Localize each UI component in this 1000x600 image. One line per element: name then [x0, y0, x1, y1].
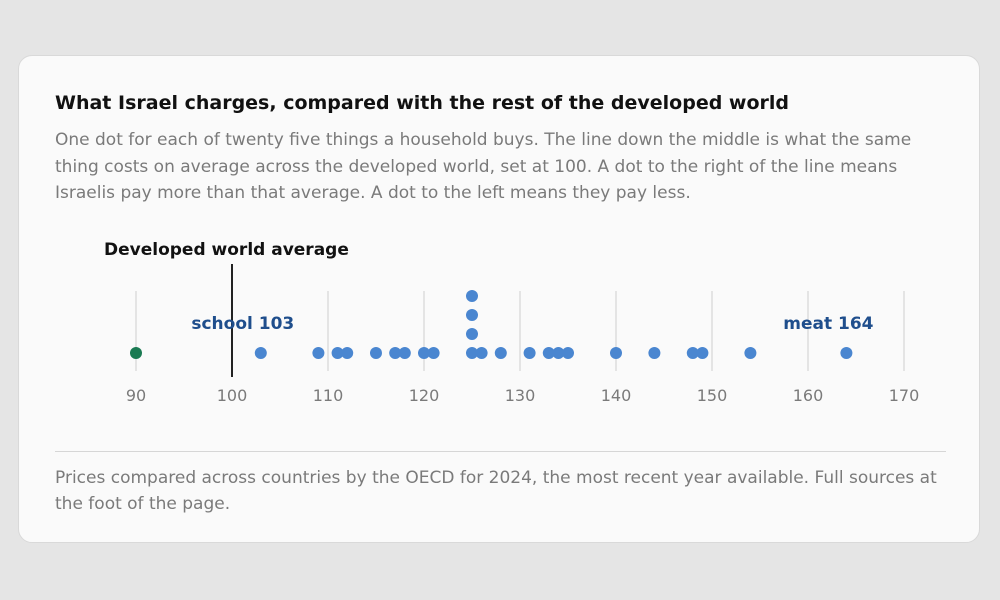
x-tick-label: 110: [313, 386, 344, 405]
data-dot: [418, 347, 430, 359]
data-dot: [466, 328, 478, 340]
data-dot: [254, 347, 267, 359]
x-tick-label: 150: [697, 386, 728, 405]
data-dot: [466, 309, 478, 321]
chart-subtitle: One dot for each of twenty five things a…: [55, 130, 912, 203]
source-note: Prices compared across countries by the …: [55, 468, 937, 514]
data-dot: [523, 347, 536, 359]
x-tick-label: 130: [505, 386, 536, 405]
x-axis-ticks: 90 100 110 120 130 140 150 160 170: [126, 386, 919, 405]
x-tick-label: 120: [409, 386, 440, 405]
data-dot: [341, 347, 354, 359]
data-dot: [552, 347, 565, 359]
chart-card: What Israel charges, compared with the r…: [18, 55, 980, 543]
data-dot: [312, 347, 325, 359]
dots: [130, 290, 853, 359]
data-dot: [542, 347, 555, 359]
data-dot: [494, 347, 507, 359]
divider: [55, 451, 946, 452]
dot-plot: Developed world average school 103 meat 1…: [104, 240, 919, 405]
data-dot: [686, 347, 699, 359]
data-dot: [648, 347, 661, 359]
x-tick-label: 160: [793, 386, 824, 405]
data-dot: [466, 290, 478, 302]
data-dot: [562, 347, 574, 359]
data-dot: [427, 347, 440, 359]
data-dot: [130, 347, 142, 359]
data-dot: [398, 347, 411, 359]
annotations: school 103 meat 164: [191, 314, 873, 334]
average-line-label: Developed world average: [104, 240, 349, 260]
x-tick-label: 170: [889, 386, 920, 405]
data-dot: [466, 347, 478, 359]
x-tick-label: 140: [601, 386, 632, 405]
x-tick-label: 90: [126, 386, 146, 405]
dot-annotation: meat 164: [783, 314, 873, 334]
data-dot: [744, 347, 757, 359]
data-dot: [389, 347, 402, 359]
data-dot: [840, 347, 853, 359]
data-dot: [475, 347, 488, 359]
data-dot: [331, 347, 344, 359]
dot-annotation: school 103: [191, 314, 294, 334]
x-tick-label: 100: [217, 386, 248, 405]
chart-title: What Israel charges, compared with the r…: [55, 92, 790, 114]
data-dot: [370, 347, 382, 359]
reference-layer: Developed world average: [104, 240, 349, 377]
data-dot: [610, 347, 622, 359]
data-dot: [696, 347, 709, 359]
